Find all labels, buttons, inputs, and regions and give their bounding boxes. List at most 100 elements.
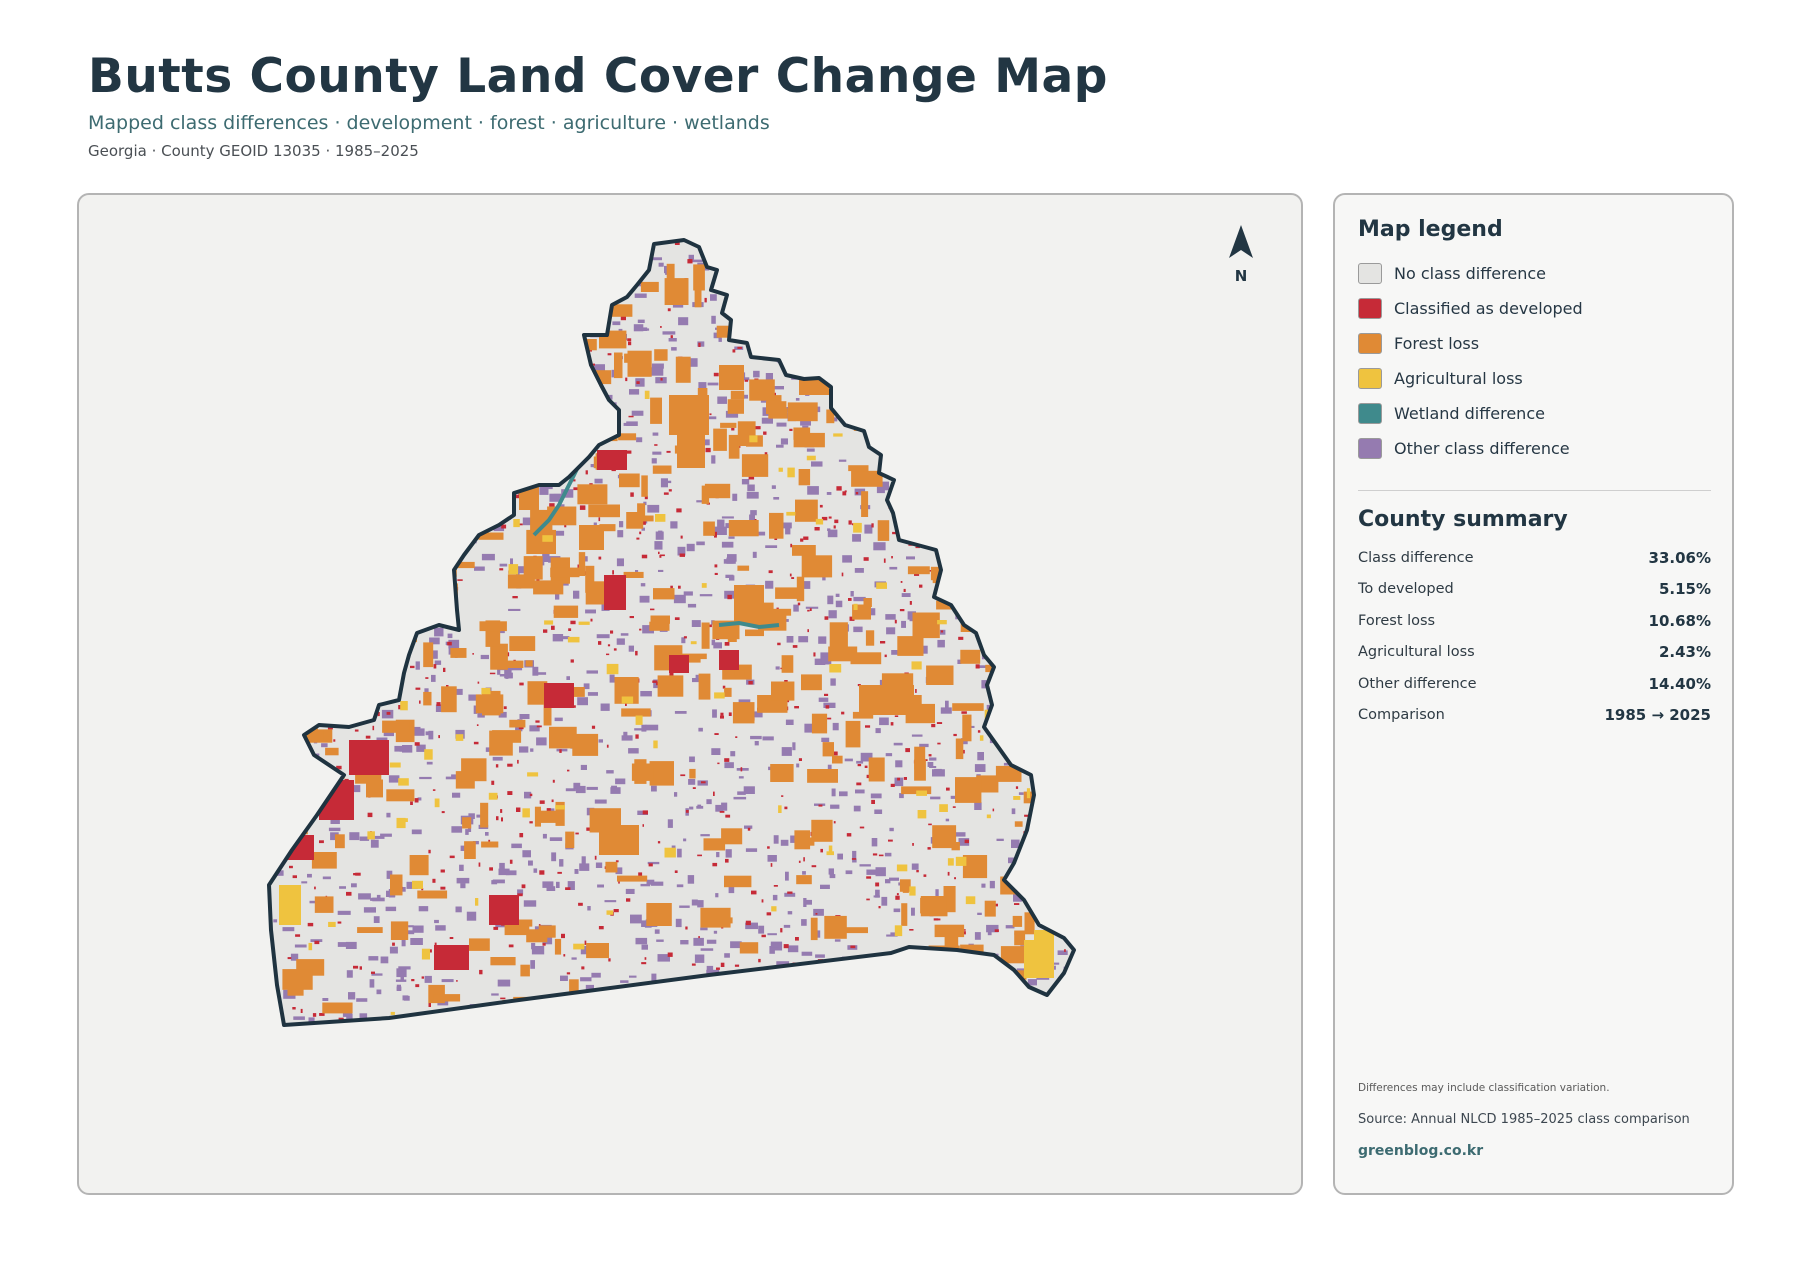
developed-pixel (784, 680, 788, 683)
other-difference-patch (456, 877, 470, 884)
page-subtitle: Mapped class differences · development ·… (88, 112, 770, 134)
other-difference-patch (514, 368, 520, 371)
developed-pixel (1022, 511, 1026, 515)
other-difference-patch (616, 558, 624, 567)
other-difference-patch (686, 543, 695, 552)
developed-pixel (901, 258, 904, 262)
developed-pixel (637, 248, 641, 250)
forest-loss-patch (281, 560, 307, 568)
other-difference-patch (391, 275, 398, 282)
other-difference-patch (974, 764, 986, 772)
forest-loss-patch (1014, 930, 1026, 946)
other-difference-patch (356, 998, 368, 1002)
developed-pixel (391, 659, 394, 663)
other-difference-patch (881, 896, 888, 906)
other-difference-patch (356, 487, 365, 492)
forest-loss-patch (1034, 399, 1053, 418)
developed-pixel (774, 537, 778, 540)
developed-pixel (954, 877, 956, 880)
agricultural-loss-patch (508, 564, 519, 575)
other-difference-patch (482, 288, 488, 293)
other-difference-patch (665, 1027, 669, 1030)
developed-pixel (697, 1021, 702, 1023)
developed-pixel (478, 310, 481, 316)
developed-pixel (946, 787, 950, 791)
other-difference-patch (481, 430, 486, 438)
developed-pixel (737, 346, 742, 349)
other-difference-patch (989, 880, 995, 889)
developed-pixel (963, 583, 969, 587)
developed-pixel (377, 712, 380, 717)
forest-loss-patch (599, 524, 616, 532)
other-difference-patch (452, 404, 462, 407)
other-difference-patch (923, 1029, 930, 1037)
other-difference-patch (323, 326, 329, 334)
developed-pixel (279, 692, 285, 696)
other-difference-patch (839, 791, 848, 797)
other-difference-patch (623, 731, 628, 738)
developed-pixel (894, 619, 897, 624)
forest-loss-patch (649, 761, 674, 786)
developed-pixel (913, 518, 916, 522)
other-difference-patch (294, 281, 299, 285)
other-difference-patch (687, 603, 697, 608)
developed-pixel (1052, 389, 1057, 395)
developed-pixel (1016, 699, 1022, 701)
developed-pixel (828, 516, 832, 519)
developed-pixel (697, 854, 702, 857)
agricultural-loss-patch (427, 411, 438, 417)
forest-loss-patch (828, 646, 858, 662)
other-difference-patch (646, 879, 655, 885)
other-difference-patch (823, 702, 836, 708)
other-difference-patch (999, 982, 1009, 987)
developed-pixel (674, 870, 678, 873)
other-difference-patch (343, 714, 353, 717)
forest-loss-patch (885, 282, 911, 301)
forest-loss-patch (810, 917, 818, 941)
forest-loss-patch (553, 605, 579, 618)
other-difference-patch (921, 494, 927, 502)
other-difference-patch (1062, 313, 1069, 322)
other-difference-patch (951, 576, 961, 579)
other-difference-patch (517, 566, 525, 574)
other-difference-patch (513, 439, 518, 442)
developed-pixel (807, 609, 810, 612)
forest-loss-patch (322, 1002, 353, 1014)
other-difference-patch (771, 294, 776, 302)
other-difference-patch (650, 367, 664, 376)
other-difference-patch (718, 337, 722, 342)
other-difference-patch (1065, 355, 1074, 363)
other-difference-patch (785, 525, 791, 535)
other-difference-patch (593, 522, 597, 525)
other-difference-patch (688, 779, 696, 785)
developed-pixel (500, 997, 506, 1000)
forest-loss-patch (814, 278, 829, 305)
other-difference-patch (333, 392, 345, 397)
forest-loss-patch (627, 350, 652, 377)
forest-loss-patch (309, 484, 338, 490)
developed-pixel (400, 302, 405, 306)
developed-pixel (415, 687, 421, 690)
other-difference-patch (593, 364, 605, 372)
agricultural-loss-patch (997, 995, 1001, 1005)
developed-pixel (559, 749, 562, 753)
other-difference-patch (868, 372, 874, 377)
other-difference-patch (935, 463, 942, 468)
brand-link[interactable]: greenblog.co.kr (1358, 1143, 1484, 1159)
other-difference-patch (426, 537, 440, 545)
developed-pixel (496, 247, 500, 251)
other-difference-patch (308, 380, 321, 385)
other-difference-patch (803, 899, 812, 905)
forest-loss-patch (434, 260, 465, 271)
developed-pixel (831, 359, 836, 362)
other-difference-patch (988, 347, 994, 350)
forest-loss-patch (720, 998, 752, 1025)
other-difference-patch (1026, 1004, 1033, 1009)
developed-pixel (384, 550, 389, 554)
developed-pixel (648, 863, 653, 867)
forest-loss-patch (1029, 733, 1056, 742)
other-difference-patch (1047, 705, 1053, 708)
developed-pixel (473, 741, 479, 745)
developed-pixel (639, 628, 642, 631)
developed-pixel (641, 262, 647, 267)
